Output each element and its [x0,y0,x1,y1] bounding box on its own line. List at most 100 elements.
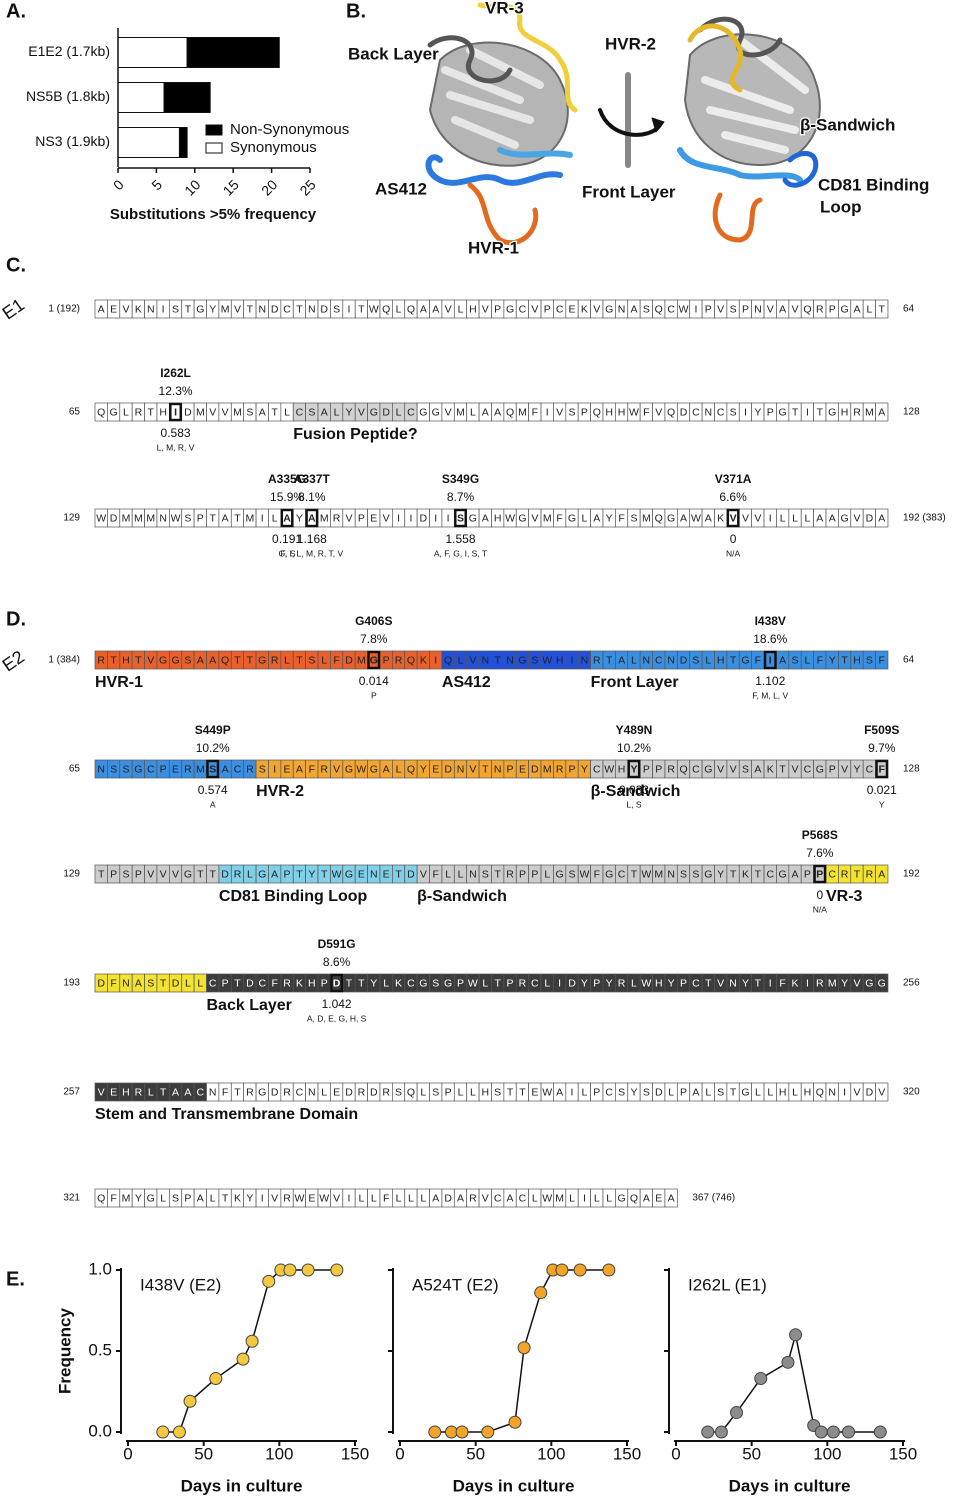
residue: A [779,654,786,666]
residue: R [246,763,254,775]
mutation-alternatives: G, S [279,548,296,558]
residue: W [641,977,651,989]
residue: E [655,1192,662,1204]
point [262,1274,276,1288]
legend-swatch [205,124,223,136]
residue: H [853,654,861,666]
residue: A [308,512,316,524]
residue: P [581,406,588,418]
residue: C [258,977,266,989]
residue: V [333,763,340,775]
residue: G [184,868,192,880]
panel-label: B. [346,0,366,22]
residue: Y [296,512,303,524]
point [172,1425,186,1439]
point [781,1355,795,1369]
residue: L [866,303,872,315]
residue: V [792,303,799,315]
category-label: E1E2 (1.7kb) [28,43,110,59]
point [842,1425,856,1439]
residue: L [197,977,203,989]
point [534,1286,548,1300]
residue: R [97,654,105,666]
residue: T [494,654,501,666]
residue: T [730,1086,737,1098]
residue: Q [407,763,415,775]
x-tick-label: 150 [613,1444,641,1463]
row-end: 256 [903,978,920,989]
residue: L [569,1192,575,1204]
residue: F [271,977,277,989]
residue: T [296,868,303,880]
residue: P [593,977,600,989]
residue: W [542,1086,552,1098]
residue-cell [875,508,889,528]
residue: C [605,1086,613,1098]
residue: L [705,654,711,666]
residue: R [283,977,291,989]
residue: V [754,512,761,524]
residue: K [767,763,774,775]
mutation-name: Y489N [616,723,653,737]
residue: T [841,654,848,666]
residue: H [618,406,626,418]
residue: T [234,977,241,989]
residue: T [792,406,799,418]
residue: L [458,1086,464,1098]
residue: Y [308,868,315,880]
mutation-score: 0.191 [272,532,302,546]
residue: C [717,406,725,418]
residue: G [617,1192,625,1204]
residue: T [854,868,861,880]
residue: Q [382,303,390,315]
residue: Y [581,763,588,775]
residue: R [556,763,564,775]
residue: T [346,977,353,989]
mutation-box [330,973,344,993]
mutation-name: S449P [195,723,231,737]
residue: G [419,977,427,989]
residue: Y [630,763,637,775]
residue: I [162,303,165,315]
residue: S [333,303,340,315]
mutation-name: P568S [802,828,838,842]
structure-label: Back Layer [348,44,439,63]
residue: V [445,406,452,418]
residue: G [828,406,836,418]
residue: Q [655,303,663,315]
residue: T [296,303,303,315]
residue: P [110,868,117,880]
residue: D [221,868,229,880]
residue: P [544,303,551,315]
residue: S [308,406,315,418]
residue: M [246,512,255,524]
row-start: 65 [69,764,81,775]
legend-label: Non-Synonymous [230,121,349,138]
residue: C [828,868,836,880]
mutation-frequency: 10.2% [617,741,651,755]
residue: F [110,1192,116,1204]
residue: E [284,763,291,775]
x-axis-label: Substitutions >5% frequency [110,206,317,223]
residue: Q [221,654,229,666]
residue: F [333,654,339,666]
residue: I [583,1192,586,1204]
residue: P [569,763,576,775]
row-start: 129 [63,513,80,524]
residue: V [730,763,737,775]
residue: W [369,303,379,315]
row-end: 192 [903,869,920,880]
residue: T [730,654,737,666]
residue: T [730,868,737,880]
residue: G [779,868,787,880]
y-tick-label: 0.5 [88,1340,112,1359]
residue: T [135,654,142,666]
residue: C [197,1086,205,1098]
mutation-alternatives: P [371,690,377,700]
mutation-score: 0.014 [359,674,389,688]
y-tick-label: 1.0 [88,1259,112,1278]
residue: W [96,512,106,524]
residue: T [160,1086,167,1098]
